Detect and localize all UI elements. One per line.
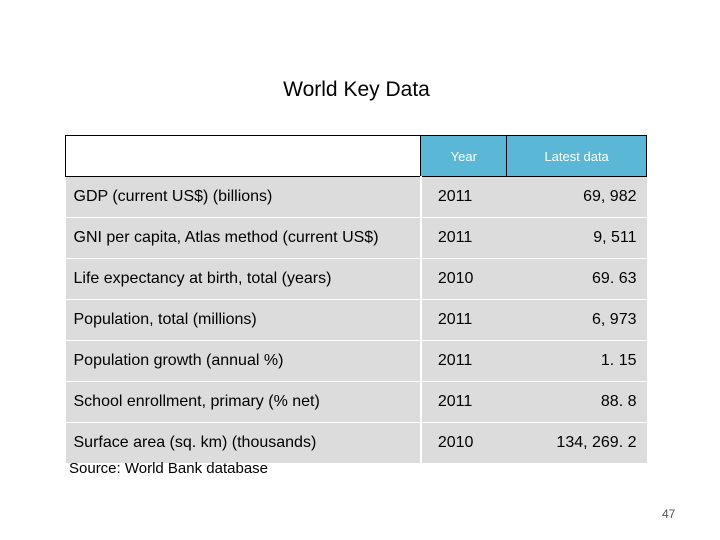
- table-row: Population growth (annual %) 2011 1. 15: [65, 340, 647, 382]
- indicator-value: 69. 63: [506, 258, 647, 300]
- indicator-value: 1. 15: [506, 340, 647, 382]
- indicator-year: 2011: [419, 217, 507, 259]
- indicator-value: 6, 973: [506, 299, 647, 341]
- indicator-label: Population growth (annual %): [65, 340, 421, 382]
- indicator-label: School enrollment, primary (% net): [65, 381, 421, 423]
- slide-title: World Key Data: [283, 78, 430, 101]
- source-note: Source: World Bank database: [69, 460, 269, 477]
- table-row: School enrollment, primary (% net) 2011 …: [65, 381, 647, 423]
- indicator-year: 2011: [419, 340, 507, 382]
- indicator-label: GDP (current US$) (billions): [65, 176, 421, 218]
- indicator-value: 9, 511: [506, 217, 647, 259]
- indicator-value: 88. 8: [506, 381, 647, 423]
- header-label-cell: [64, 135, 422, 177]
- table-row: GNI per capita, Atlas method (current US…: [65, 217, 647, 259]
- indicator-year: 2010: [419, 258, 507, 300]
- header-year: Year: [420, 135, 508, 177]
- indicator-label: Life expectancy at birth, total (years): [65, 258, 421, 300]
- indicator-year: 2011: [419, 299, 507, 341]
- table-row: Life expectancy at birth, total (years) …: [65, 258, 647, 300]
- indicator-year: 2011: [419, 176, 507, 218]
- header-latest-data: Latest data: [506, 135, 647, 177]
- page-number: 47: [662, 507, 676, 521]
- table-header-row: Year Latest data: [64, 135, 647, 177]
- indicator-value: 69, 982: [506, 176, 647, 218]
- indicator-label: Population, total (millions): [65, 299, 421, 341]
- key-data-table: Year Latest data GDP (current US$) (bill…: [64, 135, 647, 464]
- indicator-year: 2011: [419, 381, 507, 423]
- table-row: Surface area (sq. km) (thousands) 2010 1…: [65, 422, 647, 464]
- indicator-label: GNI per capita, Atlas method (current US…: [65, 217, 421, 259]
- indicator-year: 2010: [419, 422, 507, 464]
- table-row: Population, total (millions) 2011 6, 973: [65, 299, 647, 341]
- table-row: GDP (current US$) (billions) 2011 69, 98…: [65, 176, 647, 218]
- indicator-value: 134, 269. 2: [506, 422, 647, 464]
- indicator-label: Surface area (sq. km) (thousands): [65, 422, 421, 464]
